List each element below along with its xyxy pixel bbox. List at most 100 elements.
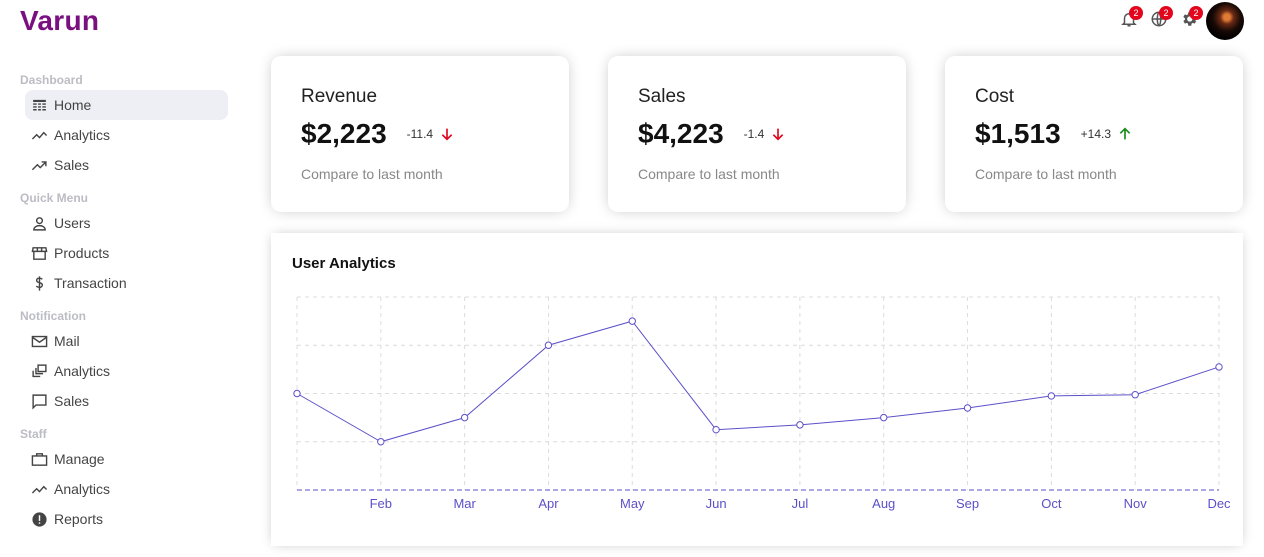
- settings-badge: 2: [1189, 6, 1203, 20]
- sidebar-item-label: Home: [54, 97, 92, 113]
- line-chart: Feb Mar Apr May Jun Jul Aug Sep Oct Nov Dec: [293, 296, 1231, 511]
- card-subtitle: Compare to last month: [975, 166, 1117, 182]
- section-title: Staff: [20, 427, 47, 441]
- sidebar-item-label: Mail: [54, 333, 80, 349]
- x-tick-label: May: [620, 496, 645, 511]
- sidebar-section-notification: Notification Mail Analytics Sales: [0, 306, 240, 416]
- data-point: [963, 404, 972, 412]
- chart-title: User Analytics: [292, 255, 396, 272]
- report-icon: [30, 510, 48, 528]
- sidebar-item-analytics[interactable]: Analytics: [25, 120, 228, 150]
- sidebar-item-label: Reports: [54, 511, 104, 527]
- arrow-down-icon: [773, 128, 784, 141]
- sidebar-item-notification-analytics[interactable]: Analytics: [25, 356, 228, 386]
- data-point: [1215, 363, 1223, 371]
- card-rate-value: -1.4: [743, 127, 765, 141]
- settings-button[interactable]: 2: [1174, 3, 1204, 39]
- sidebar-item-users[interactable]: Users: [25, 208, 228, 238]
- section-title: Notification: [20, 309, 86, 323]
- data-point: [460, 413, 469, 422]
- arrow-up-icon: [1119, 127, 1131, 140]
- dynamic-feed-icon: [30, 362, 48, 380]
- notifications-button[interactable]: 2: [1114, 3, 1144, 39]
- sidebar-item-label: Products: [54, 245, 110, 261]
- sidebar-section-quick-menu: Quick Menu Users Products Transaction: [0, 188, 240, 298]
- card-rate: +14.3: [1081, 126, 1133, 142]
- topbar: Varun 2 2 2: [0, 0, 1264, 48]
- home-icon: [30, 96, 48, 114]
- x-tick-label: Nov: [1124, 496, 1148, 511]
- sidebar-item-products[interactable]: Products: [25, 238, 228, 268]
- sidebar-item-mail[interactable]: Mail: [25, 326, 228, 356]
- series-line: [296, 320, 1220, 443]
- mail-icon: [30, 332, 48, 350]
- sidebar-item-label: Analytics: [54, 363, 111, 379]
- x-tick-label: Jun: [706, 496, 727, 511]
- x-tick-label: Apr: [538, 496, 559, 511]
- cost-card: Cost $1,513 +14.3 Compare to last month: [945, 56, 1243, 212]
- card-value-row: $1,513 +14.3: [975, 118, 1213, 150]
- sidebar-section-staff: Staff Manage Analytics Reports: [0, 424, 240, 534]
- storefront-icon: [30, 244, 48, 262]
- chat-bubble-icon: [30, 392, 48, 410]
- x-tick-label: Dec: [1207, 496, 1231, 511]
- card-value-row: $4,223 -1.4: [638, 118, 876, 150]
- card-rate-value: +14.3: [1080, 127, 1112, 141]
- sidebar-item-label: Users: [54, 215, 91, 231]
- trending-up-icon: [30, 156, 48, 174]
- user-icon: [30, 214, 48, 232]
- sidebar-item-label: Sales: [54, 157, 90, 173]
- card-money: $4,223: [638, 118, 724, 149]
- sidebar-section-dashboard: Dashboard Home Analytics Sales: [0, 70, 240, 180]
- card-title: Cost: [975, 86, 1015, 107]
- x-tick-label: Sep: [956, 496, 979, 511]
- x-tick-label: Aug: [872, 496, 895, 511]
- data-point: [880, 413, 888, 422]
- dollar-icon: [30, 274, 48, 292]
- x-tick-label: Oct: [1041, 496, 1062, 511]
- data-point: [293, 389, 301, 398]
- sidebar-item-label: Sales: [54, 393, 90, 409]
- sidebar-item-label: Analytics: [54, 127, 111, 143]
- data-point: [1047, 392, 1056, 400]
- sidebar-item-label: Analytics: [54, 481, 111, 497]
- data-point: [796, 421, 804, 429]
- card-rate-value: -11.4: [406, 127, 434, 141]
- sales-card: Sales $4,223 -1.4 Compare to last month: [608, 56, 906, 212]
- sidebar: Dashboard Home Analytics Sales Quick Men…: [0, 70, 240, 534]
- arrow-down-icon: [441, 128, 453, 141]
- sidebar-item-label: Transaction: [54, 275, 127, 291]
- sidebar-item-manage[interactable]: Manage: [25, 444, 228, 474]
- card-value-row: $2,223 -11.4: [301, 118, 539, 150]
- section-title: Dashboard: [20, 73, 83, 87]
- sidebar-item-transaction[interactable]: Transaction: [25, 268, 228, 298]
- sidebar-item-sales[interactable]: Sales: [25, 150, 228, 180]
- language-badge: 2: [1159, 6, 1173, 20]
- language-button[interactable]: 2: [1144, 3, 1174, 39]
- data-point: [544, 341, 553, 349]
- card-subtitle: Compare to last month: [638, 166, 780, 182]
- sidebar-item-home[interactable]: Home: [25, 90, 228, 120]
- x-tick-label: Feb: [370, 496, 392, 511]
- card-money: $2,223: [301, 118, 387, 149]
- app-logo[interactable]: Varun: [20, 5, 100, 36]
- sidebar-item-reports[interactable]: Reports: [25, 504, 228, 534]
- sidebar-item-label: Manage: [54, 451, 105, 467]
- card-rate: -11.4: [407, 126, 455, 142]
- x-tick-label: Mar: [453, 496, 476, 511]
- user-analytics-chart: User Analytics Feb Mar Apr May Jun Jul Aug Sep O…: [271, 233, 1243, 546]
- x-tick-label: Jul: [792, 496, 809, 511]
- card-title: Revenue: [301, 86, 378, 107]
- notifications-badge: 2: [1129, 6, 1143, 20]
- sidebar-item-staff-analytics[interactable]: Analytics: [25, 474, 228, 504]
- card-money: $1,513: [975, 118, 1061, 149]
- avatar[interactable]: [1206, 2, 1244, 40]
- sidebar-item-notification-sales[interactable]: Sales: [25, 386, 228, 416]
- revenue-card: Revenue $2,223 -11.4 Compare to last mon…: [271, 56, 569, 212]
- card-rate: -1.4: [744, 126, 787, 142]
- section-title: Quick Menu: [20, 191, 89, 205]
- topbar-icons: 2 2 2: [1114, 2, 1244, 40]
- card-title: Sales: [638, 86, 686, 107]
- briefcase-icon: [30, 450, 48, 468]
- timeline-icon: [30, 480, 48, 498]
